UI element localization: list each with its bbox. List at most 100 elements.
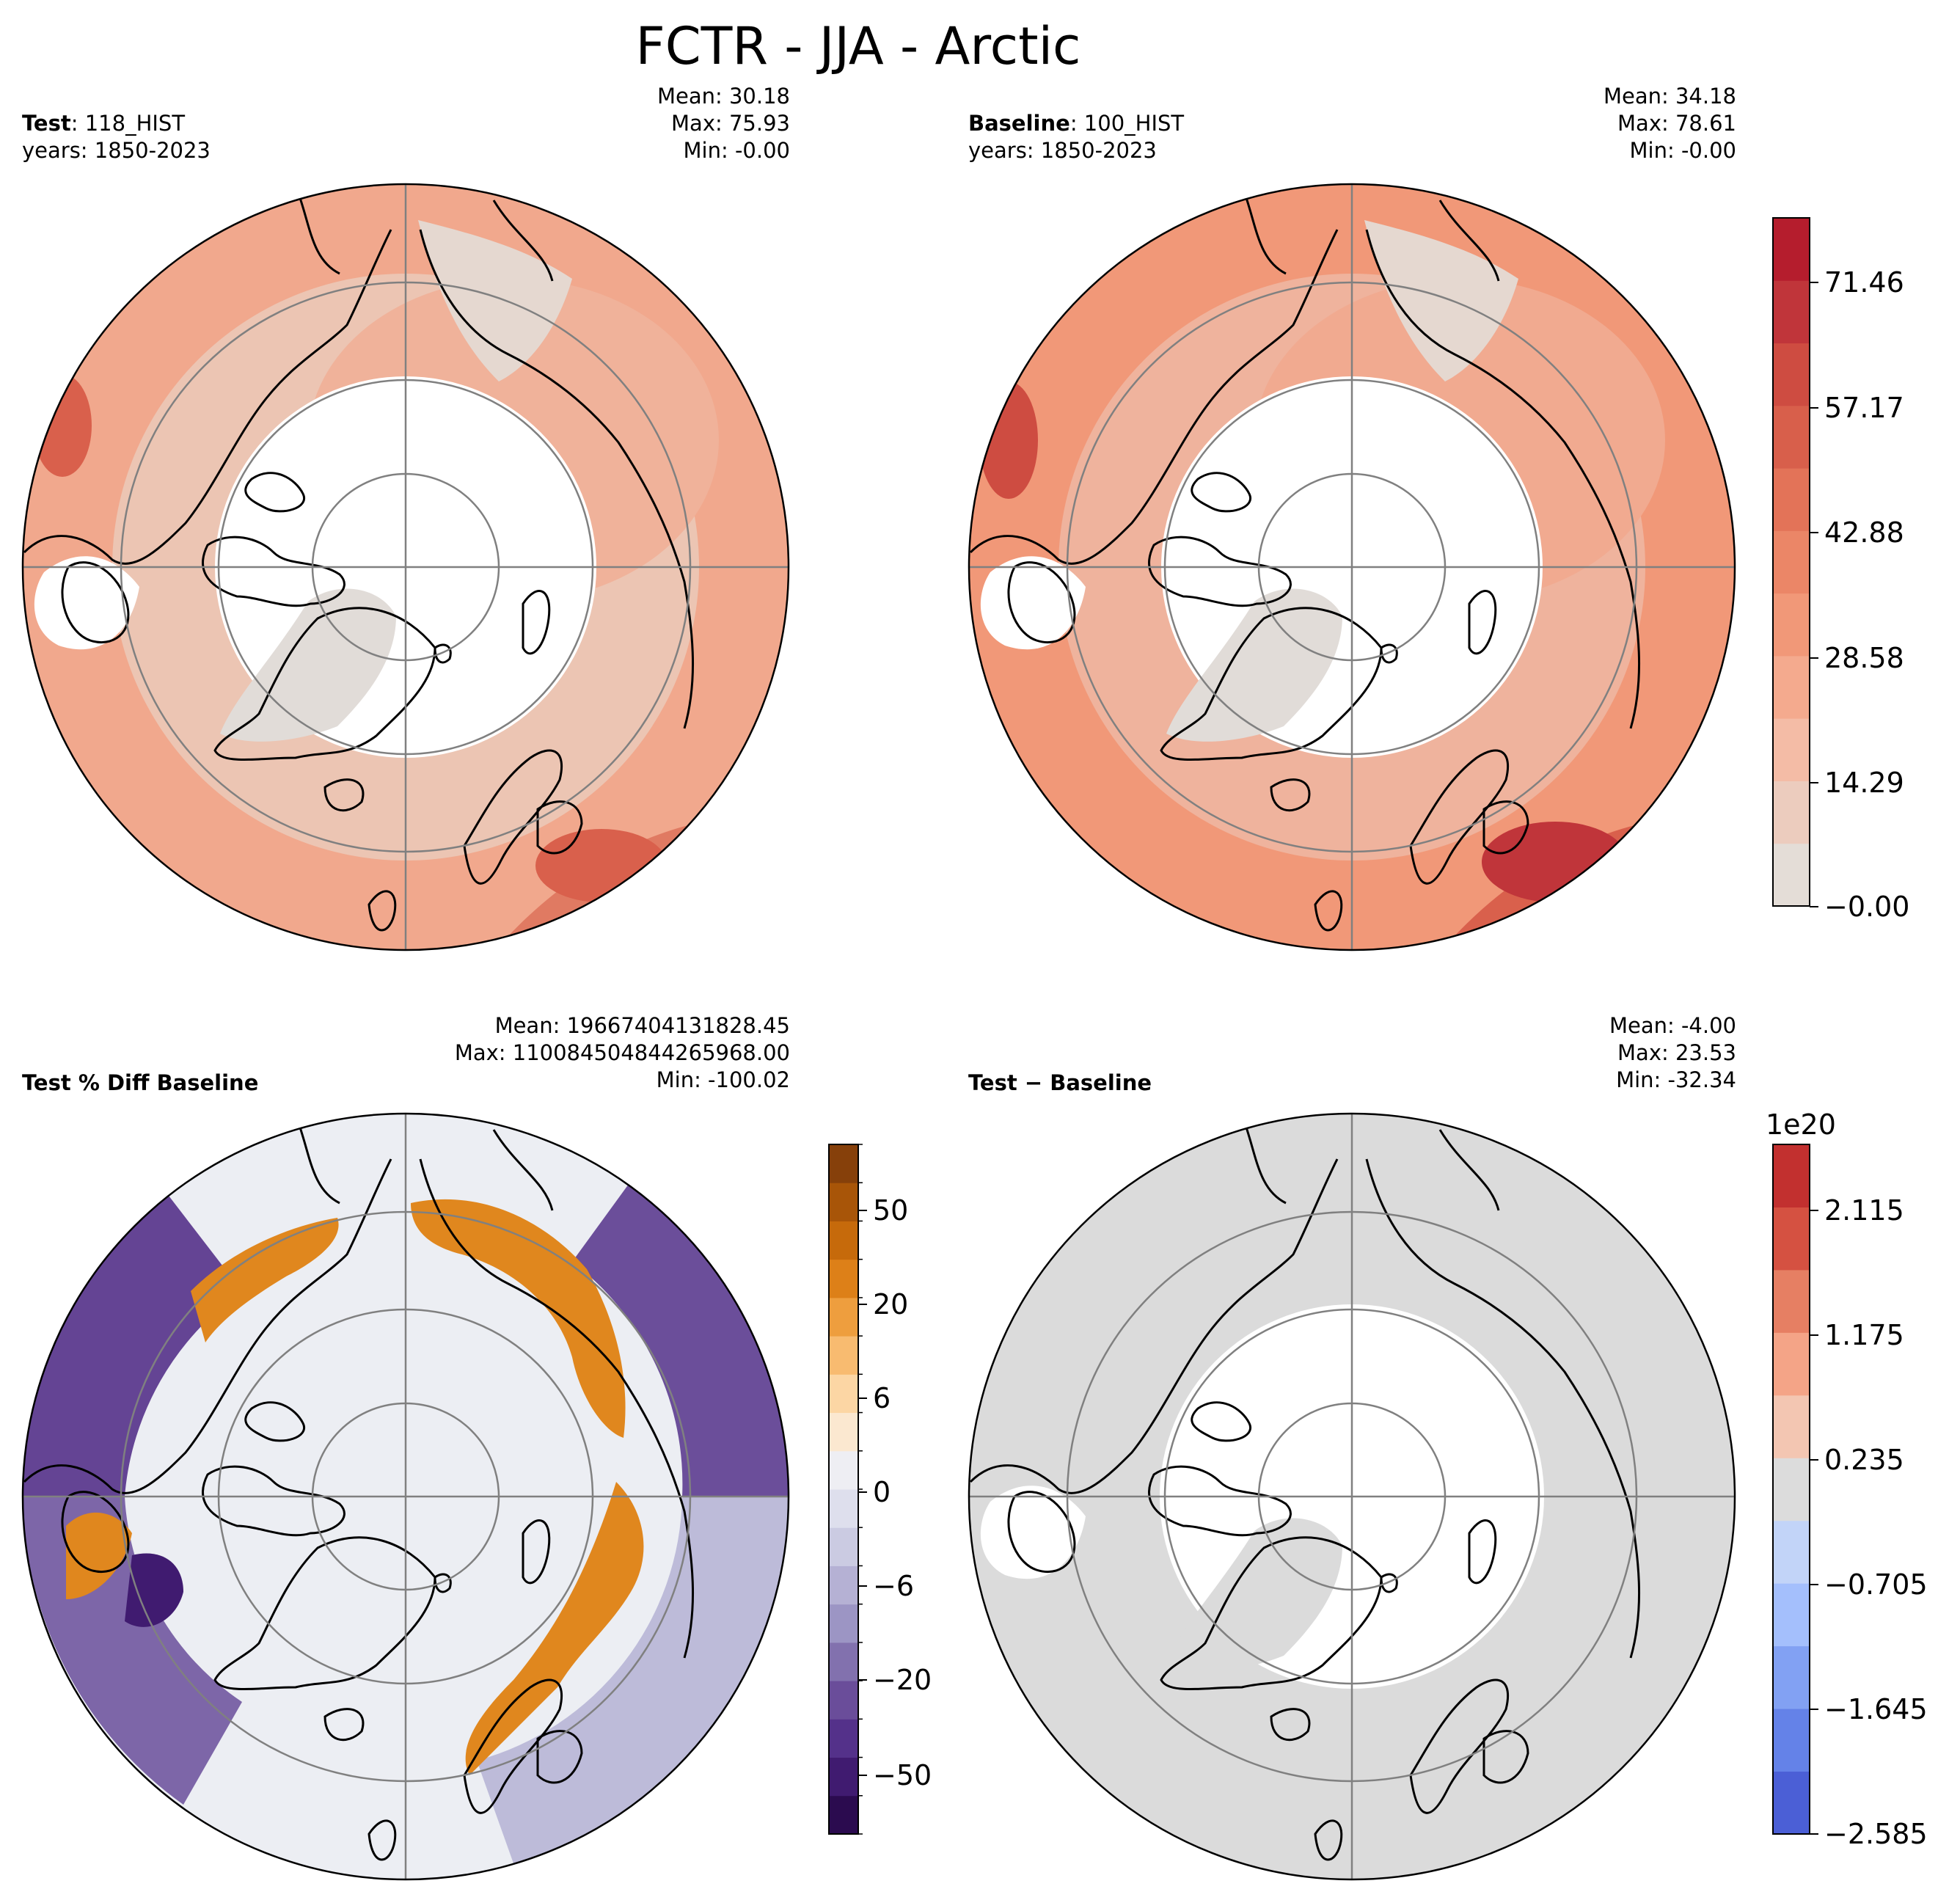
cb-diff-tick-label: 1.175 xyxy=(1824,1319,1904,1351)
cb-diff-tick-label: −1.645 xyxy=(1824,1693,1928,1725)
cb-pct-swatch xyxy=(829,1221,858,1260)
test-gridlines xyxy=(23,184,789,950)
test-name: Test xyxy=(22,111,71,136)
baseline-run: : 100_HIST xyxy=(1069,111,1185,136)
cb-diff-tick-label: −2.585 xyxy=(1824,1818,1928,1850)
cb-main-tick-label: 28.58 xyxy=(1824,642,1904,674)
cb-main-swatch xyxy=(1773,280,1810,344)
cb-diff-swatch xyxy=(1773,1458,1810,1521)
cb-main-tick-label: −0.00 xyxy=(1824,891,1909,923)
test-min: Min: -0.00 xyxy=(683,138,790,163)
cb-pct-swatch xyxy=(829,1681,858,1720)
cb-main-swatch xyxy=(1773,843,1810,907)
cb-diff-swatch xyxy=(1773,1207,1810,1271)
cb-main-tick-label: 42.88 xyxy=(1824,516,1904,549)
cb-pct-swatch xyxy=(829,1412,858,1452)
cb-pct-swatch xyxy=(829,1297,858,1337)
cb-pct-swatch xyxy=(829,1144,858,1183)
diff-max: Max: 23.53 xyxy=(1617,1040,1736,1065)
cb-diff-swatch xyxy=(1773,1709,1810,1772)
colorbar-pct-diff: 50 20 6 0 −6 −20 −50 xyxy=(828,1144,932,1835)
cb-pct-tick-label: 0 xyxy=(873,1476,891,1508)
cb-main-swatch xyxy=(1773,718,1810,781)
test-stats: Mean: 30.18 Max: 75.93 Min: -0.00 xyxy=(657,83,790,164)
cb-pct-tick-label: 50 xyxy=(873,1194,908,1227)
baseline-years: years: 1850-2023 xyxy=(968,138,1157,163)
cb-main-swatch xyxy=(1773,405,1810,469)
pctdiff-stats: Mean: 19667404131828.45 Max: 11008450484… xyxy=(455,1012,790,1094)
colorbar-diff: 2.115 1.175 0.235 −0.705 −1.645 −2.585 1e20 xyxy=(1766,1108,1928,1850)
diff-stats: Mean: -4.00 Max: 23.53 Min: -32.34 xyxy=(1609,1012,1736,1094)
cb-pct-swatch xyxy=(829,1374,858,1414)
baseline-stats: Mean: 34.18 Max: 78.61 Min: -0.00 xyxy=(1604,83,1736,164)
figure-title: FCTR - JJA - Arctic xyxy=(635,16,1081,76)
cb-main-swatch xyxy=(1773,468,1810,531)
cb-pct-swatch xyxy=(829,1719,858,1758)
pctdiff-gridlines xyxy=(23,1114,789,1879)
diff-min: Min: -32.34 xyxy=(1616,1067,1736,1092)
cb-diff-swatch xyxy=(1773,1771,1810,1835)
cb-pct-tick-label: −50 xyxy=(873,1759,932,1791)
baseline-mean: Mean: 34.18 xyxy=(1603,84,1736,109)
diff-rest: − Baseline xyxy=(1017,1070,1152,1095)
cb-diff-swatch xyxy=(1773,1332,1810,1396)
baseline-label: Baseline: 100_HIST years: 1850-2023 xyxy=(968,110,1184,164)
cb-diff-swatch xyxy=(1773,1144,1810,1207)
cb-diff-swatch xyxy=(1773,1645,1810,1709)
pctdiff-map xyxy=(21,1112,790,1881)
baseline-gridlines xyxy=(969,184,1735,950)
cb-pct-swatch xyxy=(829,1604,858,1643)
cb-pct-tick-label: 20 xyxy=(873,1288,908,1320)
pctdiff-max: Max: 110084504844265968.00 xyxy=(454,1040,790,1065)
cb-pct-swatch xyxy=(829,1757,858,1797)
test-label: Test: 118_HIST years: 1850-2023 xyxy=(22,110,211,164)
pctdiff-label: Test % Diff Baseline xyxy=(22,1070,258,1097)
cb-pct-swatch xyxy=(829,1336,858,1375)
cb-pct-swatch xyxy=(829,1642,858,1681)
cb-diff-offset-label: 1e20 xyxy=(1766,1108,1836,1141)
diff-gridlines xyxy=(969,1114,1735,1879)
cb-pct-swatch xyxy=(829,1795,858,1835)
cb-diff-swatch xyxy=(1773,1583,1810,1647)
diff-label: Test − Baseline xyxy=(968,1070,1152,1097)
pctdiff-name: Test % Diff Baseline xyxy=(22,1070,259,1095)
test-run: : 118_HIST xyxy=(70,111,186,136)
cb-main-tick-label: 14.29 xyxy=(1824,767,1904,799)
diff-mean: Mean: -4.00 xyxy=(1609,1013,1736,1038)
colorbar-main: 71.46 57.17 42.88 28.58 14.29 −0.00 xyxy=(1772,217,1909,923)
cb-main-swatch xyxy=(1773,655,1810,719)
pctdiff-mean: Mean: 19667404131828.45 xyxy=(494,1013,790,1038)
cb-pct-swatch xyxy=(829,1450,858,1490)
test-max: Max: 75.93 xyxy=(671,111,790,136)
cb-diff-tick-label: 2.115 xyxy=(1824,1194,1904,1227)
cb-diff-tick-label: 0.235 xyxy=(1824,1444,1904,1476)
test-map xyxy=(21,183,790,951)
cb-pct-swatch xyxy=(829,1565,858,1605)
cb-pct-tick-label: −20 xyxy=(873,1664,932,1696)
baseline-name: Baseline xyxy=(968,111,1070,136)
pctdiff-min: Min: -100.02 xyxy=(656,1067,790,1092)
baseline-max: Max: 78.61 xyxy=(1617,111,1736,136)
cb-pct-swatch xyxy=(829,1259,858,1298)
cb-pct-swatch xyxy=(829,1527,858,1566)
cb-diff-tick-label: −0.705 xyxy=(1824,1568,1928,1601)
cb-main-swatch xyxy=(1773,781,1810,844)
cb-main-swatch xyxy=(1773,343,1810,406)
cb-pct-swatch xyxy=(829,1183,858,1221)
baseline-min: Min: -0.00 xyxy=(1629,138,1736,163)
cb-diff-swatch xyxy=(1773,1269,1810,1333)
cb-pct-tick-label: −6 xyxy=(873,1570,914,1602)
diff-map xyxy=(968,1112,1736,1881)
cb-pct-swatch xyxy=(829,1489,858,1528)
cb-main-tick-label: 57.17 xyxy=(1824,392,1904,424)
cb-main-swatch xyxy=(1773,218,1810,281)
cb-diff-swatch xyxy=(1773,1395,1810,1458)
test-years: years: 1850-2023 xyxy=(22,138,211,163)
baseline-map xyxy=(968,183,1736,951)
cb-diff-swatch xyxy=(1773,1520,1810,1584)
test-mean: Mean: 30.18 xyxy=(657,84,790,109)
cb-main-tick-label: 71.46 xyxy=(1824,266,1904,299)
cb-main-swatch xyxy=(1773,593,1810,657)
cb-main-swatch xyxy=(1773,530,1810,594)
